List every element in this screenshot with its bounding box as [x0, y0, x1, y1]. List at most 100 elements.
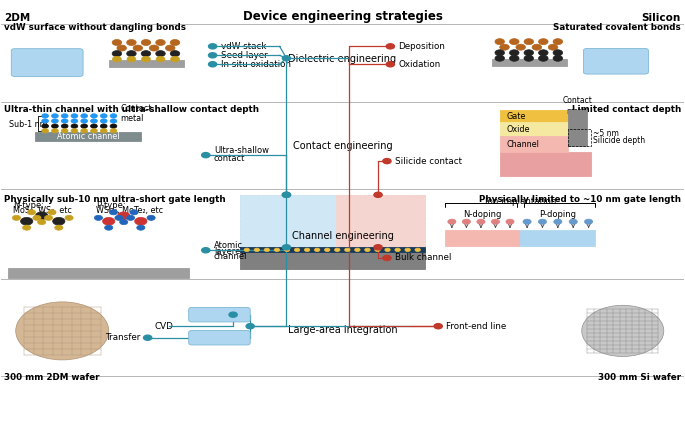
Bar — [500, 152, 590, 175]
Bar — [500, 136, 568, 152]
Circle shape — [282, 192, 290, 197]
Circle shape — [110, 129, 117, 133]
Circle shape — [51, 119, 58, 123]
Circle shape — [171, 51, 179, 56]
Text: N-doping: N-doping — [464, 210, 502, 219]
Text: Seed layer: Seed layer — [221, 51, 268, 60]
Circle shape — [130, 210, 138, 215]
Circle shape — [51, 124, 58, 128]
Circle shape — [386, 44, 395, 49]
Circle shape — [100, 124, 107, 128]
Circle shape — [61, 114, 68, 118]
Circle shape — [462, 219, 471, 224]
Circle shape — [118, 212, 130, 220]
Text: MoS₂, WS₂, etc: MoS₂, WS₂, etc — [13, 206, 72, 215]
Circle shape — [166, 45, 175, 51]
Circle shape — [264, 248, 270, 252]
Text: In situ oxidation: In situ oxidation — [221, 60, 291, 69]
FancyBboxPatch shape — [11, 49, 83, 77]
Circle shape — [395, 248, 400, 252]
Circle shape — [71, 114, 78, 118]
Text: Contact
metal: Contact metal — [562, 96, 593, 116]
Circle shape — [45, 215, 53, 220]
Circle shape — [538, 39, 548, 45]
Text: 300 mm 2DM wafer: 300 mm 2DM wafer — [4, 373, 99, 382]
Circle shape — [201, 248, 210, 253]
Circle shape — [65, 215, 73, 220]
Circle shape — [274, 248, 279, 252]
Circle shape — [553, 39, 562, 45]
Text: 2DM: 2DM — [4, 13, 30, 23]
Text: Limited contact depth: Limited contact depth — [572, 105, 681, 114]
Circle shape — [156, 56, 165, 62]
Circle shape — [90, 119, 97, 123]
Circle shape — [95, 215, 103, 220]
Circle shape — [314, 248, 320, 252]
Text: Large-area integration: Large-area integration — [288, 325, 397, 335]
Circle shape — [112, 39, 122, 45]
Text: Physically sub-10 nm ultra-short gate length: Physically sub-10 nm ultra-short gate le… — [4, 195, 226, 204]
Circle shape — [553, 219, 562, 224]
Text: Channel engineering: Channel engineering — [292, 231, 393, 241]
Circle shape — [495, 50, 505, 56]
Circle shape — [345, 248, 350, 252]
Circle shape — [81, 114, 88, 118]
Text: 300 mm Si wafer: 300 mm Si wafer — [598, 373, 681, 382]
Text: layered: layered — [214, 247, 246, 256]
Circle shape — [112, 56, 121, 62]
Circle shape — [61, 129, 68, 133]
Circle shape — [100, 119, 107, 123]
Circle shape — [434, 324, 443, 329]
Circle shape — [495, 55, 505, 61]
Circle shape — [90, 124, 97, 128]
Circle shape — [538, 55, 548, 61]
Circle shape — [208, 62, 216, 67]
Circle shape — [500, 44, 510, 50]
Circle shape — [548, 44, 558, 50]
Text: ~5 nm: ~5 nm — [593, 129, 619, 138]
Circle shape — [553, 55, 562, 61]
Text: vdW stack: vdW stack — [221, 42, 266, 51]
Circle shape — [135, 217, 147, 225]
Text: channel: channel — [214, 252, 247, 261]
Circle shape — [110, 124, 117, 128]
Circle shape — [141, 51, 151, 56]
Circle shape — [90, 114, 97, 118]
Circle shape — [36, 212, 48, 220]
Bar — [240, 195, 336, 253]
Text: contact: contact — [214, 154, 245, 163]
Text: Bulk channel: Bulk channel — [395, 253, 451, 262]
Circle shape — [137, 225, 145, 230]
Circle shape — [304, 248, 310, 252]
Circle shape — [506, 219, 514, 224]
Circle shape — [127, 56, 136, 62]
Circle shape — [42, 119, 49, 123]
Circle shape — [147, 215, 155, 220]
Circle shape — [383, 256, 391, 261]
Circle shape — [53, 217, 65, 225]
Circle shape — [48, 210, 56, 215]
Circle shape — [415, 248, 421, 252]
Circle shape — [27, 210, 36, 215]
Bar — [240, 247, 425, 253]
Circle shape — [61, 119, 68, 123]
Circle shape — [229, 312, 237, 317]
Bar — [445, 230, 520, 246]
Text: WSe₂, MoTe₂, etc: WSe₂, MoTe₂, etc — [97, 206, 164, 215]
Text: Atomic: Atomic — [214, 241, 243, 250]
Circle shape — [383, 158, 391, 163]
Circle shape — [155, 39, 165, 45]
Text: Synthesis: Synthesis — [199, 310, 240, 319]
FancyBboxPatch shape — [188, 330, 250, 345]
Text: Ion implantation: Ion implantation — [484, 197, 556, 206]
Bar — [500, 122, 568, 136]
Circle shape — [532, 44, 542, 50]
Circle shape — [374, 192, 382, 197]
Circle shape — [71, 129, 78, 133]
Circle shape — [81, 119, 88, 123]
Circle shape — [491, 219, 499, 224]
Bar — [109, 60, 184, 67]
Circle shape — [375, 248, 380, 252]
Circle shape — [155, 51, 165, 56]
Circle shape — [282, 192, 290, 197]
